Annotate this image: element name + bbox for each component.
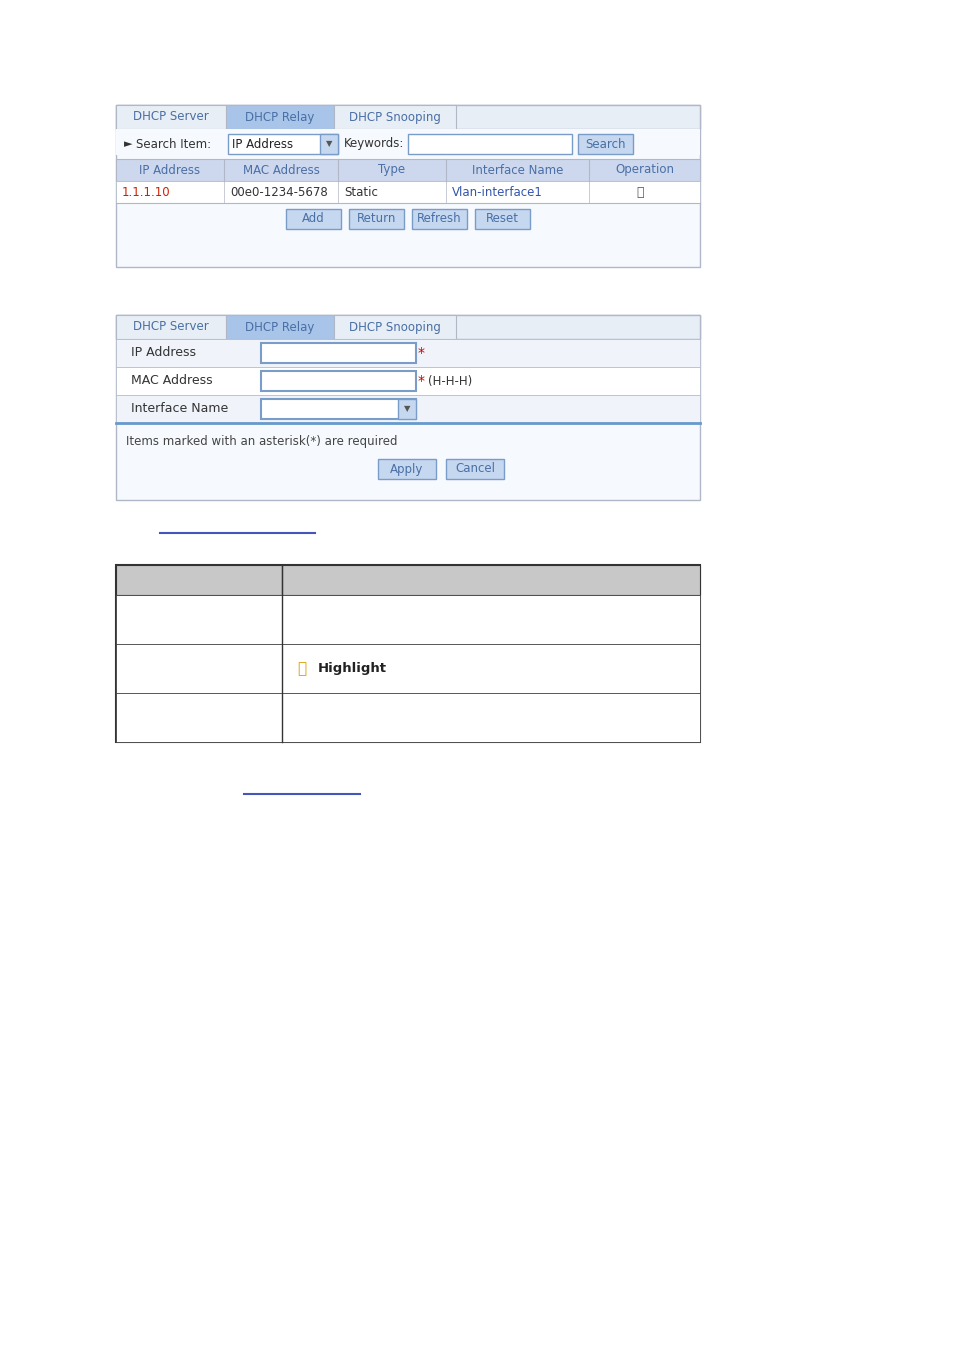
Bar [116, 566, 282, 595]
Text: Highlight: Highlight [317, 662, 386, 675]
Text: Static: Static [344, 185, 377, 198]
Bar [116, 595, 282, 644]
Text: Add: Add [302, 212, 325, 225]
Bar [475, 209, 530, 230]
Text: *: * [417, 374, 424, 387]
Text: IP Address: IP Address [139, 163, 200, 177]
Bar [446, 459, 503, 479]
Text: DHCP Snooping: DHCP Snooping [349, 320, 440, 333]
Text: Cancel: Cancel [455, 463, 495, 475]
Bar [397, 400, 416, 418]
Text: 💡: 💡 [297, 662, 306, 676]
Bar [116, 315, 700, 339]
Text: Items marked with an asterisk(*) are required: Items marked with an asterisk(*) are req… [126, 435, 397, 448]
Text: MAC Address: MAC Address [242, 163, 319, 177]
Text: ▼: ▼ [403, 405, 410, 413]
Bar [282, 693, 700, 743]
Text: Keywords:: Keywords: [344, 138, 404, 150]
Text: 00e0-1234-5678: 00e0-1234-5678 [230, 185, 328, 198]
Bar [282, 644, 700, 693]
Text: 1.1.1.10: 1.1.1.10 [122, 185, 171, 198]
Bar [116, 159, 700, 181]
Bar [578, 134, 633, 154]
Text: *: * [417, 346, 424, 360]
Text: IP Address: IP Address [131, 347, 195, 359]
Bar [116, 566, 700, 742]
Bar [116, 339, 700, 367]
Text: DHCP Snooping: DHCP Snooping [349, 111, 440, 123]
Bar [116, 396, 700, 423]
Text: DHCP Relay: DHCP Relay [245, 320, 314, 333]
Bar [349, 209, 403, 230]
Bar [377, 459, 436, 479]
Bar [116, 644, 282, 693]
Text: Refresh: Refresh [416, 212, 461, 225]
Bar [334, 105, 456, 130]
Text: Search: Search [584, 138, 625, 150]
Bar [116, 367, 700, 396]
Text: DHCP Relay: DHCP Relay [245, 111, 314, 123]
Bar [282, 595, 700, 644]
Text: 🗑: 🗑 [636, 185, 643, 198]
Text: DHCP Server: DHCP Server [133, 320, 209, 333]
Text: Return: Return [356, 212, 395, 225]
Bar [408, 134, 572, 154]
Bar [334, 315, 456, 339]
Bar [226, 105, 334, 130]
Bar [116, 315, 700, 500]
Text: Search Item:: Search Item: [136, 138, 211, 150]
Bar [116, 105, 700, 267]
Text: Vlan-interface1: Vlan-interface1 [452, 185, 542, 198]
Bar [261, 371, 416, 392]
Bar [282, 566, 700, 595]
Bar [228, 134, 337, 154]
Text: ▼: ▼ [325, 139, 332, 148]
Bar [116, 130, 700, 155]
Bar [261, 343, 416, 363]
Bar [286, 209, 340, 230]
Text: Interface Name: Interface Name [131, 402, 228, 416]
Bar [226, 315, 334, 339]
Text: Interface Name: Interface Name [472, 163, 562, 177]
Text: Operation: Operation [615, 163, 674, 177]
Bar [116, 315, 226, 339]
Text: Reset: Reset [485, 212, 518, 225]
Text: Apply: Apply [390, 463, 423, 475]
Bar [116, 105, 700, 130]
Bar [412, 209, 467, 230]
Bar [116, 105, 226, 130]
Text: ►: ► [124, 139, 132, 148]
Text: DHCP Server: DHCP Server [133, 111, 209, 123]
Bar [116, 693, 282, 743]
Bar [319, 134, 337, 154]
Text: Type: Type [378, 163, 405, 177]
Text: MAC Address: MAC Address [131, 374, 213, 387]
Bar [116, 181, 700, 202]
Text: (H-H-H): (H-H-H) [428, 374, 472, 387]
Bar [261, 400, 416, 418]
Text: IP Address: IP Address [232, 138, 293, 150]
